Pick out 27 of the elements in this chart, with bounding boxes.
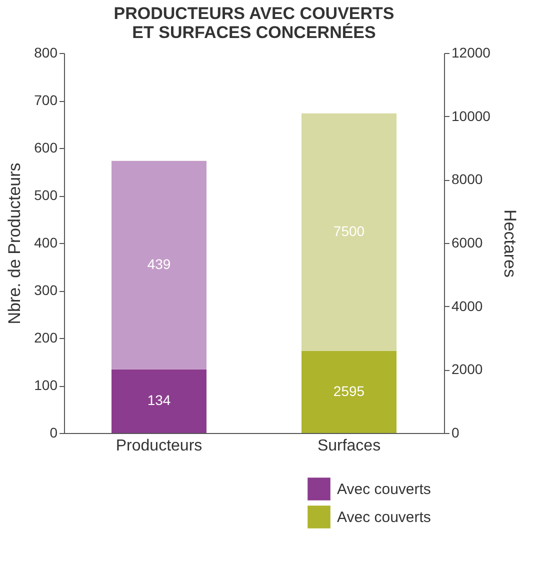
y2-tick-label: 4000 — [452, 298, 483, 314]
chart-title: PRODUCTEURS AVEC COUVERTS ET SURFACES CONCERNÉES — [114, 4, 394, 42]
y-tick-label: 500 — [34, 187, 58, 203]
y-tick-label: 800 — [34, 44, 58, 60]
legend-label: Avec couverts — [337, 509, 431, 526]
y-tick-label: 0 — [50, 424, 58, 440]
y-tick-label: 400 — [34, 234, 58, 250]
y2-tick-label: 8000 — [452, 171, 483, 188]
y2-tick-label: 12000 — [452, 44, 491, 60]
data-label: 439 — [147, 256, 171, 272]
y2-tick-label: 10000 — [452, 108, 491, 124]
x-tick-label: Producteurs — [116, 438, 202, 454]
y2-tick-label: 6000 — [452, 234, 483, 250]
data-label: 2595 — [333, 382, 365, 399]
data-label: 134 — [147, 392, 171, 408]
y2-tick-label: 0 — [452, 424, 460, 440]
y-tick-label: 700 — [34, 92, 58, 108]
data-label: 7500 — [333, 223, 365, 240]
legend-label: Avec couverts — [337, 481, 431, 498]
y-axis-title: Nbre. de Producteurs — [5, 162, 24, 324]
y-tick-label: 300 — [34, 282, 58, 298]
y2-tick-label: 2000 — [452, 361, 483, 378]
y-tick-label: 200 — [34, 330, 58, 346]
x-tick-label: Surfaces — [317, 438, 381, 454]
y-tick-label: 600 — [34, 140, 58, 156]
y-tick-label: 100 — [34, 377, 58, 393]
y2-axis-title: Hectares — [500, 209, 520, 278]
